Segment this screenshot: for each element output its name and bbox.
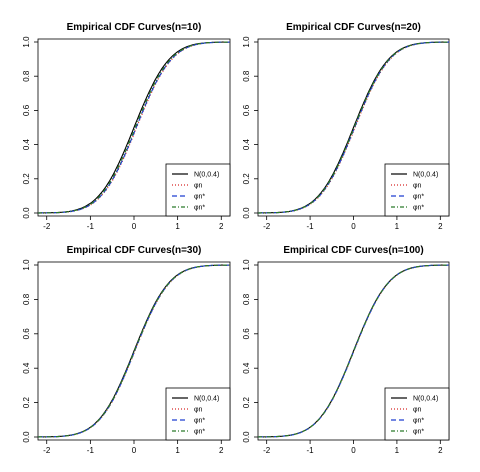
legend-label: φn* <box>194 418 205 425</box>
legend-label: φn* <box>194 194 205 201</box>
x-tick-label: 2 <box>219 222 224 231</box>
y-tick-label: 1.0 <box>22 259 31 271</box>
x-tick-label: 0 <box>132 446 137 455</box>
chart-title: Empirical CDF Curves(n=30) <box>67 245 202 256</box>
x-tick-label: 2 <box>438 222 443 231</box>
y-tick-label: 0.6 <box>242 104 251 116</box>
x-tick-label: 0 <box>351 222 356 231</box>
legend-label: φn* <box>413 205 424 212</box>
x-tick-label: 0 <box>351 446 356 455</box>
y-tick-label: 0.0 <box>242 431 251 443</box>
legend-box <box>384 387 450 441</box>
legend-label: φn* <box>413 418 424 425</box>
series-line <box>257 264 450 438</box>
x-tick-label: 1 <box>395 222 400 231</box>
y-tick-label: 0.0 <box>242 207 251 219</box>
legend-label: N(0,0.4) <box>194 172 219 179</box>
x-tick-label: -2 <box>263 446 271 455</box>
chart-panel: Empirical CDF Curves(n=30) -2 -1 0 1 2 0.0 0.2 0… <box>22 245 231 455</box>
series-line <box>37 264 231 438</box>
legend: N(0,0.4) φn φn* φn* <box>165 163 231 217</box>
chart-panel: Empirical CDF Curves(n=20) -2 -1 0 1 2 0.0 0.2 0… <box>242 22 450 231</box>
y-tick-label: 0.8 <box>22 70 31 82</box>
legend-label: φn* <box>194 205 205 212</box>
x-tick-label: -2 <box>263 222 271 231</box>
y-tick-label: 0.2 <box>242 396 251 408</box>
legend-label: φn <box>194 183 203 190</box>
legend-label: φn* <box>413 429 424 436</box>
chart-title: Empirical CDF Curves(n=10) <box>67 22 202 33</box>
x-tick-label: -1 <box>87 222 95 231</box>
y-tick-label: 0.8 <box>242 70 251 82</box>
legend-label: N(0,0.4) <box>194 396 219 403</box>
y-tick-label: 0.6 <box>242 328 251 340</box>
x-tick-label: -1 <box>307 222 315 231</box>
legend-label: φn <box>413 183 422 190</box>
y-tick-label: 1.0 <box>22 36 31 48</box>
series-line <box>258 41 450 214</box>
y-tick-label: 1.0 <box>242 259 251 271</box>
y-tick-label: 0.2 <box>22 173 31 185</box>
legend-label: φn* <box>413 194 424 201</box>
x-tick-label: 2 <box>219 446 224 455</box>
y-tick-label: 0.4 <box>242 362 251 374</box>
legend-label: φn* <box>194 429 205 436</box>
y-tick-label: 0.2 <box>22 396 31 408</box>
y-tick-label: 0.2 <box>242 173 251 185</box>
chart-panel: Empirical CDF Curves(n=100) -2 -1 0 1 2 0.0 0.2… <box>242 245 450 455</box>
legend-label: N(0,0.4) <box>413 396 438 403</box>
legend-box <box>165 387 231 441</box>
chart-panel: Empirical CDF Curves(n=10) -2 -1 0 1 2 0.0 0.2 0… <box>22 22 231 231</box>
x-tick-label: 1 <box>175 446 180 455</box>
y-tick-label: 1.0 <box>242 36 251 48</box>
x-tick-label: 1 <box>175 222 180 231</box>
y-tick-label: 0.0 <box>22 431 31 443</box>
series-line <box>37 264 231 438</box>
y-tick-label: 0.6 <box>22 104 31 116</box>
y-tick-label: 0.0 <box>22 207 31 219</box>
y-tick-label: 0.4 <box>22 362 31 374</box>
x-tick-label: -2 <box>43 222 51 231</box>
y-tick-label: 0.4 <box>22 138 31 150</box>
y-tick-label: 0.8 <box>22 293 31 305</box>
legend: N(0,0.4) φn φn* φn* <box>384 387 450 441</box>
legend-box <box>384 163 450 217</box>
y-tick-label: 0.8 <box>242 293 251 305</box>
legend-label: φn <box>413 407 422 414</box>
chart-title: Empirical CDF Curves(n=100) <box>283 245 423 256</box>
legend-box <box>165 163 231 217</box>
x-tick-label: 0 <box>132 222 137 231</box>
x-tick-label: -2 <box>43 446 51 455</box>
series-line <box>38 41 230 214</box>
legend: N(0,0.4) φn φn* φn* <box>165 387 231 441</box>
legend-label: N(0,0.4) <box>413 172 438 179</box>
y-tick-label: 0.6 <box>22 328 31 340</box>
y-tick-label: 0.4 <box>242 138 251 150</box>
legend: N(0,0.4) φn φn* φn* <box>384 163 450 217</box>
series-line <box>38 41 230 214</box>
legend-label: φn <box>194 407 203 414</box>
x-tick-label: -1 <box>307 446 315 455</box>
x-tick-label: -1 <box>87 446 95 455</box>
x-tick-label: 1 <box>395 446 400 455</box>
x-tick-label: 2 <box>438 446 443 455</box>
chart-title: Empirical CDF Curves(n=20) <box>286 22 421 33</box>
